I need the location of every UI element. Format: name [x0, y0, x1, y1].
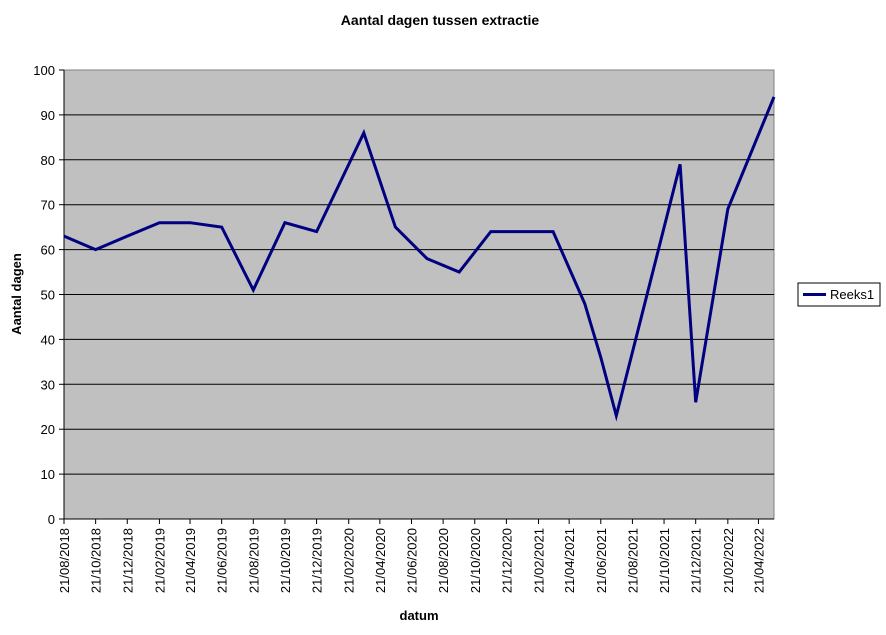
y-axis-title: Aantal dagen [9, 253, 24, 335]
y-tick-label: 90 [41, 108, 55, 123]
x-tick-label: 21/06/2019 [215, 528, 230, 593]
x-tick-label: 21/08/2019 [246, 528, 261, 593]
x-tick-label: 21/04/2021 [562, 528, 577, 593]
y-tick-label: 60 [41, 243, 55, 258]
x-axis-title: datum [400, 608, 439, 623]
legend-label: Reeks1 [830, 287, 874, 302]
y-axis: 0 10 20 30 40 50 60 70 80 90 100 [33, 63, 65, 527]
x-tick-label: 21/08/2021 [625, 528, 640, 593]
x-tick-label: 21/02/2019 [152, 528, 167, 593]
x-tick-label: 21/12/2018 [120, 528, 135, 593]
series-line-Reeks1 [63, 96, 776, 422]
y-tick-label: 80 [41, 153, 55, 168]
x-tick-label: 21/10/2021 [657, 528, 672, 593]
x-tick-label: 21/04/2019 [183, 528, 198, 593]
x-tick-label: 21/12/2020 [499, 528, 514, 593]
legend: Reeks1 [797, 282, 881, 307]
x-tick-label: 21/12/2019 [310, 528, 325, 593]
chart-title: Aantal dagen tussen extractie [341, 12, 540, 28]
x-tick-label: 21/06/2021 [594, 528, 609, 593]
x-tick-label: 21/10/2020 [468, 528, 483, 593]
y-tick-label: 70 [41, 198, 55, 213]
x-tick-label: 21/08/2020 [436, 528, 451, 593]
y-tick-label: 30 [41, 377, 55, 392]
y-tick-label: 0 [48, 512, 55, 527]
x-tick-label: 21/10/2019 [278, 528, 293, 593]
y-tick-label: 10 [41, 467, 55, 482]
x-tick-label: 21/12/2021 [689, 528, 704, 593]
y-tick-label: 100 [33, 63, 55, 78]
y-tick-label: 40 [41, 332, 55, 347]
x-tick-label: 21/02/2022 [721, 528, 736, 593]
x-tick-label: 21/04/2022 [751, 528, 766, 593]
x-tick-label: 21/06/2020 [404, 528, 419, 593]
x-tick-label: 21/02/2021 [532, 528, 547, 593]
y-tick-label: 50 [41, 288, 55, 303]
x-tick-label: 21/02/2020 [342, 528, 357, 593]
x-tick-label: 21/08/2018 [57, 528, 72, 593]
y-tick-label: 20 [41, 422, 55, 437]
x-tick-label: 21/04/2020 [373, 528, 388, 593]
x-tick-label: 21/10/2018 [89, 528, 104, 593]
series-layer [63, 96, 776, 422]
legend-box [797, 282, 881, 307]
x-axis: 21/08/2018 21/10/2018 21/12/2018 21/02/2019… [57, 518, 774, 593]
